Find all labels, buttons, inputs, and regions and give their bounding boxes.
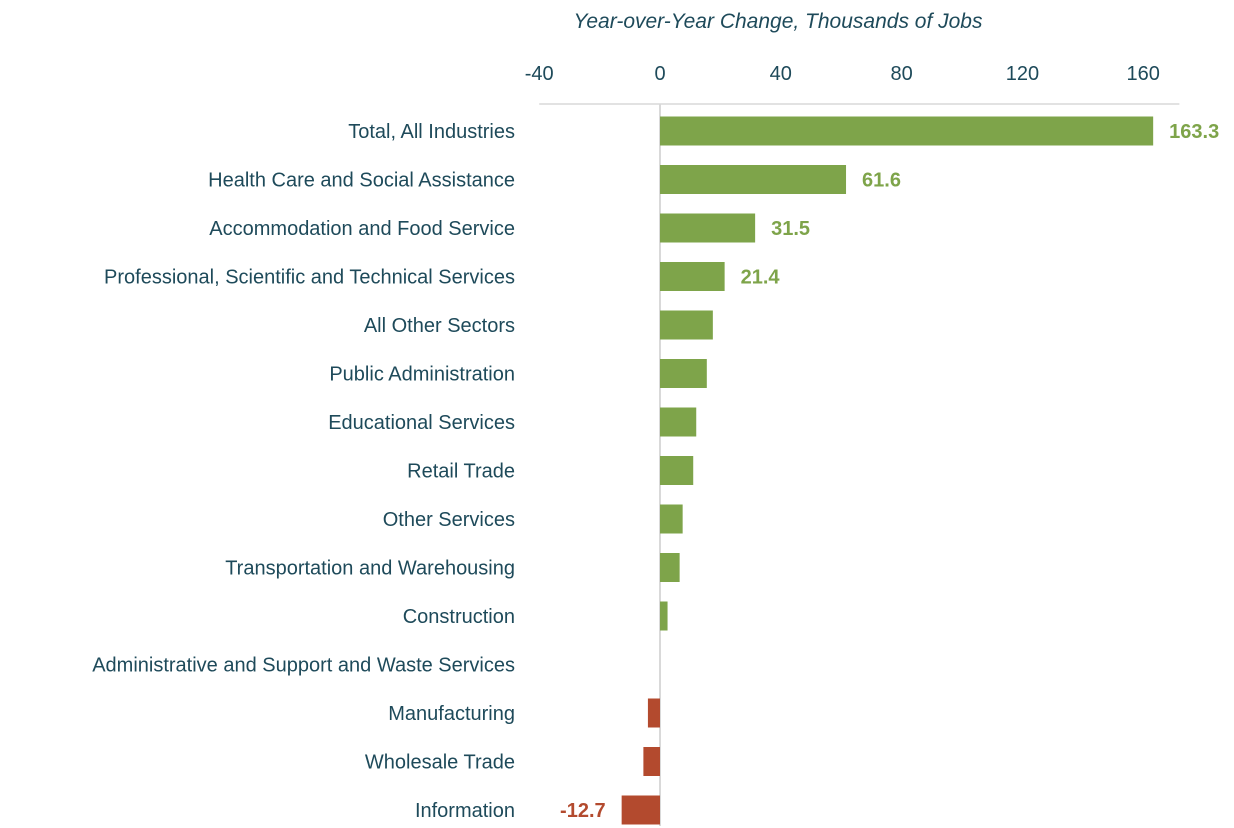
- data-labels: 163.3 61.6 31.5 21.4 -12.7: [560, 121, 1219, 822]
- category-label: Public Administration: [329, 364, 515, 386]
- bar: [621, 795, 660, 825]
- x-axis-ticks: -40 0 40 80 120 160: [525, 63, 1160, 85]
- category-label: Transportation and Warehousing: [225, 558, 515, 580]
- data-label: 31.5: [771, 218, 810, 240]
- category-label: Wholesale Trade: [365, 752, 515, 774]
- category-label: Accommodation and Food Service: [209, 218, 515, 240]
- category-label: Administrative and Support and Waste Ser…: [92, 655, 515, 677]
- data-label: -12.7: [560, 800, 606, 822]
- bars: [621, 116, 1154, 825]
- category-labels: Total, All Industries Health Care and Soc…: [92, 121, 515, 822]
- bar: [660, 456, 694, 485]
- data-label: 163.3: [1169, 121, 1219, 143]
- bar: [660, 310, 713, 340]
- category-label: Manufacturing: [388, 703, 515, 725]
- bar: [660, 213, 756, 243]
- x-tick-label: 160: [1127, 63, 1160, 85]
- bar: [660, 504, 683, 534]
- x-tick-label: 0: [654, 63, 665, 85]
- category-label: Other Services: [383, 509, 515, 531]
- category-label: Total, All Industries: [348, 121, 515, 143]
- category-label: Construction: [403, 606, 515, 628]
- bar: [660, 262, 725, 291]
- data-label: 61.6: [862, 170, 901, 192]
- category-label: Health Care and Social Assistance: [208, 170, 515, 192]
- bar: [660, 407, 697, 437]
- category-label: Information: [415, 800, 515, 822]
- x-tick-label: 120: [1006, 63, 1039, 85]
- category-label: Educational Services: [328, 412, 515, 434]
- category-label: Retail Trade: [407, 461, 515, 483]
- bar: [660, 601, 668, 631]
- x-tick-label: 40: [770, 63, 792, 85]
- bar: [643, 747, 660, 776]
- bar: [660, 359, 707, 388]
- bar: [660, 553, 680, 582]
- category-label: Professional, Scientific and Technical S…: [104, 267, 515, 289]
- x-axis-title: Year-over-Year Change, Thousands of Jobs: [574, 10, 983, 33]
- x-tick-label: 80: [890, 63, 912, 85]
- bar: [647, 698, 660, 728]
- x-tick-label: -40: [525, 63, 554, 85]
- bar: [660, 116, 1154, 146]
- data-label: 21.4: [741, 267, 781, 289]
- bar: [660, 165, 847, 194]
- category-label: All Other Sectors: [364, 315, 515, 337]
